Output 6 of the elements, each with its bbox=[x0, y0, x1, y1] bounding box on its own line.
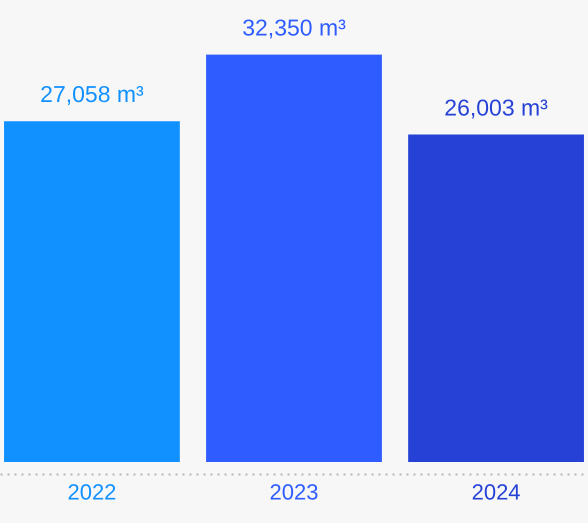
data-label: 26,003 m³ bbox=[444, 94, 548, 121]
x-tick-label: 2023 bbox=[270, 480, 318, 504]
data-label: 27,058 m³ bbox=[40, 81, 144, 108]
x-tick-label: 2024 bbox=[472, 480, 521, 504]
data-label: 32,350 m³ bbox=[242, 14, 346, 41]
x-tick-label: 2022 bbox=[67, 480, 116, 504]
